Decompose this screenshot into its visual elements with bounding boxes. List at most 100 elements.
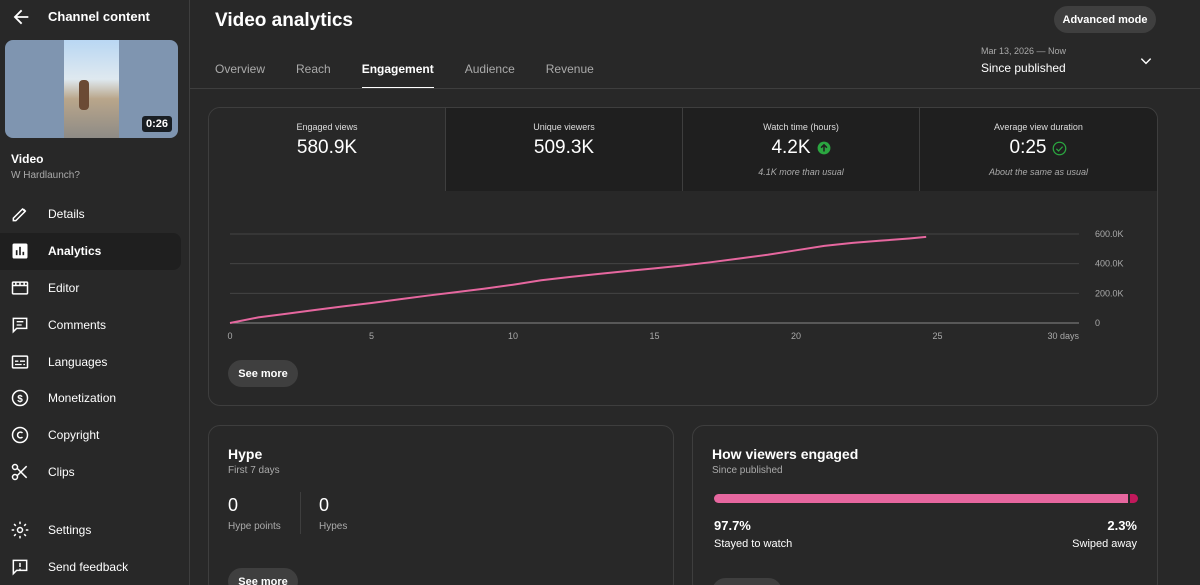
back-arrow-icon[interactable]: [10, 6, 32, 28]
gear-icon: [11, 522, 29, 539]
hype-points-value: 0: [228, 495, 239, 515]
metric-label: Unique viewers: [533, 122, 595, 132]
tab-overview[interactable]: Overview: [215, 62, 266, 76]
metric-value-text: 0:25: [1009, 137, 1047, 158]
thumbnail-image: [64, 40, 119, 138]
tab-audience[interactable]: Audience: [464, 62, 515, 76]
y-tick-label: 400.0K: [1095, 259, 1124, 269]
subtitles-icon: [11, 354, 29, 369]
sidebar-item-label: Settings: [48, 523, 92, 538]
engaged-views-chart: 0 200.0K 400.0K 600.0K 0 5 10 15 20 25 30 days: [227, 229, 1124, 341]
sidebar-item-clips[interactable]: Clips: [0, 454, 190, 491]
x-tick-label: 10: [508, 331, 518, 341]
metric-value: 4.2K: [771, 137, 830, 159]
hypes-value: 0: [319, 495, 330, 515]
sidebar-item-monetization[interactable]: $ Monetization: [0, 380, 190, 417]
sidebar-item-comments[interactable]: Comments: [0, 306, 190, 343]
sidebar-bottom-nav: Settings Send feedback: [0, 512, 190, 585]
x-tick-label: 5: [369, 331, 374, 341]
engaged-title: How viewers engaged: [712, 446, 859, 462]
engaged-see-more-button[interactable]: [712, 578, 782, 585]
video-title: Video: [11, 152, 44, 166]
sidebar-item-label: Languages: [48, 354, 108, 369]
swiped-label: Swiped away: [1072, 538, 1137, 550]
hype-see-more-button[interactable]: See more: [228, 568, 298, 585]
date-range-selector[interactable]: Mar 13, 2026 — Now Since published: [981, 46, 1066, 75]
swiped-segment: [1130, 494, 1138, 503]
sidebar-item-settings[interactable]: Settings: [0, 512, 190, 549]
page-title: Video analytics: [215, 10, 353, 31]
sidebar-item-languages[interactable]: Languages: [0, 343, 190, 380]
metric-tabs: Engaged views 580.9K Unique viewers 509.…: [209, 108, 1157, 191]
metric-value: 580.9K: [297, 137, 357, 159]
arrow-up-circle-icon: [817, 141, 830, 155]
date-range-label: Since published: [981, 61, 1066, 75]
y-tick-label: 0: [1095, 318, 1100, 328]
sidebar-item-send-feedback[interactable]: Send feedback: [0, 549, 190, 585]
hype-title: Hype: [228, 446, 263, 462]
segment-gap: [1128, 494, 1131, 503]
video-thumbnail[interactable]: 0:26: [5, 40, 178, 138]
sidebar-item-details[interactable]: Details: [0, 196, 190, 233]
sidebar-item-label: Comments: [48, 317, 107, 332]
viewers-engaged-card: How viewers engaged Since published 97.7…: [692, 425, 1158, 585]
engagement-card: Engaged views 580.9K Unique viewers 509.…: [208, 107, 1158, 406]
metric-avg-view-duration[interactable]: Average view duration 0:25 About the sam…: [920, 108, 1157, 191]
feedback-icon: [12, 559, 28, 576]
stayed-percent: 97.7%: [714, 518, 751, 533]
hype-divider: [300, 492, 301, 534]
hype-card: Hype First 7 days 0 Hype points 0 Hypes …: [208, 425, 674, 585]
sidebar-title: Channel content: [48, 9, 150, 24]
film-icon: [11, 281, 29, 295]
pencil-icon: [12, 208, 27, 222]
svg-text:$: $: [17, 394, 23, 405]
sidebar-item-label: Details: [48, 207, 85, 222]
sidebar-nav: Details Analytics Editor Comments Langua…: [0, 196, 190, 490]
copyright-icon: [11, 426, 29, 444]
metric-watch-time[interactable]: Watch time (hours) 4.2K 4.1K more than u…: [683, 108, 920, 191]
metric-note: 4.1K more than usual: [758, 167, 844, 177]
sidebar-item-copyright[interactable]: Copyright: [0, 417, 190, 454]
sidebar-header: Channel content: [0, 0, 190, 34]
y-tick-label: 600.0K: [1095, 229, 1124, 239]
dollar-icon: $: [11, 390, 29, 407]
x-tick-label: 25: [932, 331, 942, 341]
metric-value: 0:25: [1010, 137, 1068, 159]
y-tick-label: 200.0K: [1095, 288, 1124, 298]
thumbnail-figure: [79, 80, 89, 110]
swiped-percent: 2.3%: [1107, 518, 1137, 533]
sidebar-item-label: Clips: [48, 464, 75, 479]
hypes-label: Hypes: [319, 521, 348, 532]
scissors-icon: [11, 463, 28, 481]
advanced-mode-button[interactable]: Advanced mode: [1054, 6, 1156, 33]
metric-unique-viewers[interactable]: Unique viewers 509.3K: [446, 108, 683, 191]
sidebar-item-editor[interactable]: Editor: [0, 270, 190, 307]
comment-icon: [12, 317, 28, 334]
tab-revenue[interactable]: Revenue: [545, 62, 594, 76]
metric-engaged-views[interactable]: Engaged views 580.9K: [209, 108, 446, 191]
metric-label: Engaged views: [296, 122, 358, 132]
header-divider: [190, 88, 1200, 89]
metric-label: Watch time (hours): [763, 122, 839, 132]
x-tick-label: 30 days: [1047, 331, 1079, 341]
sidebar: Channel content 0:26 Video W Hardlaunch?…: [0, 0, 190, 585]
analytics-tabs: Overview Reach Engagement Audience Reven…: [215, 62, 625, 89]
chart-see-more-button[interactable]: See more: [228, 360, 298, 387]
sidebar-item-analytics[interactable]: Analytics: [0, 232, 181, 270]
engaged-subtitle: Since published: [712, 465, 783, 476]
hype-points-label: Hype points: [228, 521, 281, 532]
tab-reach[interactable]: Reach: [296, 62, 331, 76]
stayed-label: Stayed to watch: [714, 538, 793, 550]
chevron-down-icon[interactable]: [1139, 54, 1153, 68]
sidebar-item-label: Editor: [48, 280, 80, 295]
x-tick-label: 0: [227, 331, 232, 341]
tab-engagement[interactable]: Engagement: [361, 62, 434, 89]
video-subtitle: W Hardlaunch?: [11, 170, 80, 181]
sidebar-item-label: Monetization: [48, 391, 117, 406]
sidebar-item-label: Analytics: [48, 244, 102, 259]
metric-value-text: 4.2K: [771, 137, 811, 158]
analytics-icon: [12, 243, 28, 259]
date-range-dates: Mar 13, 2026 — Now: [981, 46, 1067, 56]
thumbnail-duration: 0:26: [141, 116, 172, 132]
x-tick-label: 15: [649, 331, 659, 341]
